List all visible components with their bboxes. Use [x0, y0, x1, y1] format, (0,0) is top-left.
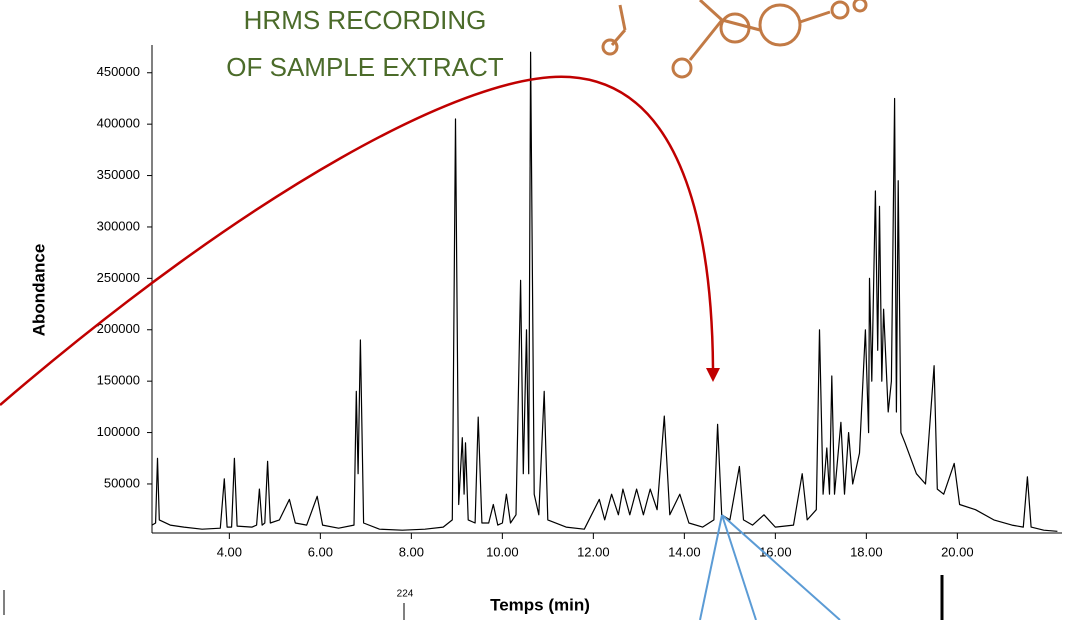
x-tick-label: 20.00: [941, 544, 974, 559]
callout-lines: [699, 514, 841, 620]
annotation: HRMS RECORDING: [244, 5, 487, 35]
x-axis-label: Temps (min): [490, 595, 590, 614]
peak-label: 224: [397, 589, 414, 600]
y-tick-label: 350000: [97, 167, 140, 182]
y-tick-label: 150000: [97, 373, 140, 388]
annotation: OF SAMPLE EXTRACT: [226, 52, 503, 82]
y-axis-label: Abondance: [29, 244, 48, 337]
arrow-head: [706, 368, 720, 382]
molecule-sketch: [601, 0, 868, 79]
y-tick-label: 450000: [97, 64, 140, 79]
x-tick-label: 12.00: [577, 544, 610, 559]
x-tick-label: 8.00: [399, 544, 424, 559]
y-tick-label: 300000: [97, 218, 140, 233]
plot-area: 50000 100000 150000 200000 250000 300000 35000…: [97, 45, 1062, 559]
arrow: [0, 75, 715, 406]
x-tick-label: 14.00: [668, 544, 701, 559]
x-tick-label: 6.00: [308, 544, 333, 559]
y-tick-label: 50000: [104, 475, 140, 490]
y-tick-label: 250000: [97, 270, 140, 285]
x-tick-label: 4.00: [217, 544, 242, 559]
y-tick-label: 100000: [97, 424, 140, 439]
x-tick-label: 18.00: [850, 544, 883, 559]
y-tick-label: 200000: [97, 321, 140, 336]
chromatogram-trace: [151, 51, 1058, 532]
x-tick-label: 10.00: [486, 544, 519, 559]
y-tick-label: 400000: [97, 116, 140, 131]
